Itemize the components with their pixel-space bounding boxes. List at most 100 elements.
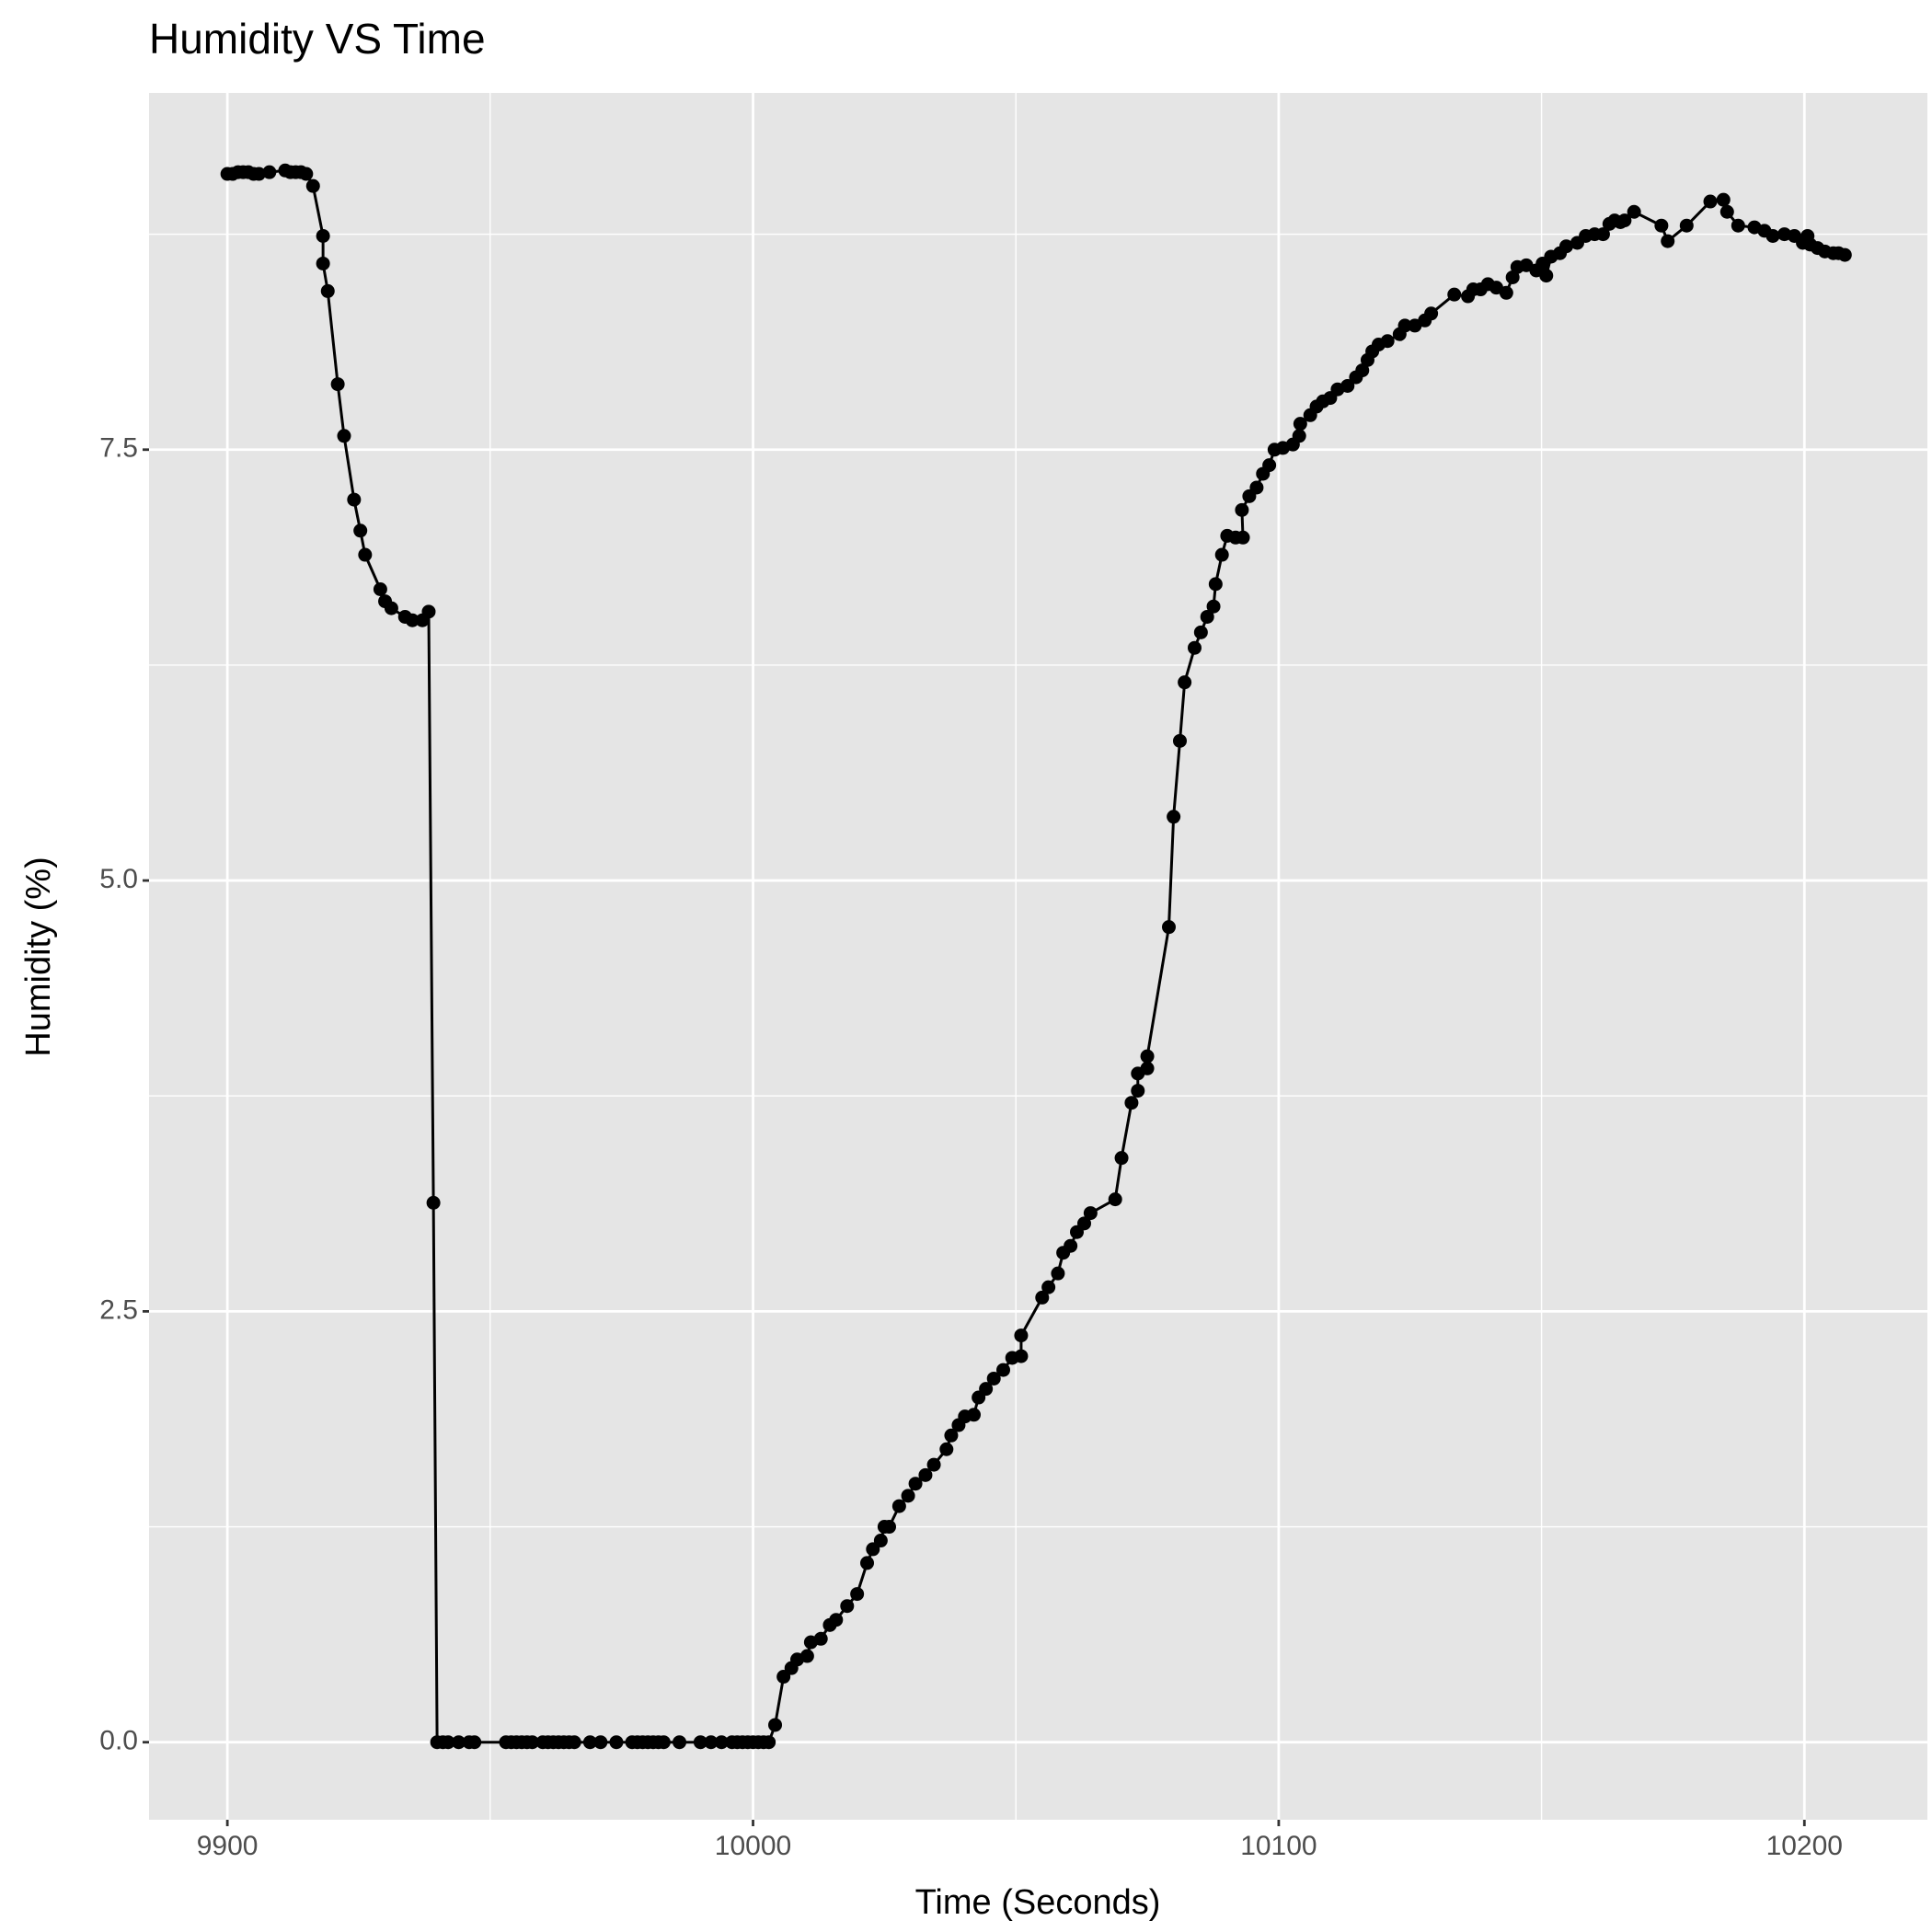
data-point <box>1731 218 1745 233</box>
data-point <box>1200 609 1214 624</box>
x-axis-title: Time (Seconds) <box>915 1883 1161 1922</box>
data-point <box>813 1631 828 1646</box>
y-tick-label: 2.5 <box>99 1294 138 1325</box>
data-point <box>704 1735 719 1750</box>
data-point <box>1340 378 1355 393</box>
data-point <box>1108 1192 1122 1207</box>
data-point <box>305 178 320 193</box>
data-point <box>901 1489 915 1503</box>
data-point <box>967 1408 982 1422</box>
data-point <box>873 1534 888 1548</box>
chart-title: Humidity VS Time <box>149 15 486 63</box>
data-point <box>316 228 330 243</box>
data-point <box>979 1382 994 1397</box>
data-point <box>1292 429 1306 443</box>
data-point <box>337 429 351 443</box>
data-point <box>251 167 266 181</box>
data-point <box>353 523 368 538</box>
data-point <box>1249 480 1264 495</box>
data-point <box>421 604 436 619</box>
data-point <box>1499 285 1513 300</box>
data-point <box>1206 599 1221 614</box>
x-tick-label: 10200 <box>1766 1831 1843 1861</box>
data-point <box>891 1499 906 1513</box>
data-point <box>840 1599 855 1614</box>
data-point <box>1236 530 1250 545</box>
data-point <box>829 1613 844 1627</box>
y-tick-label: 7.5 <box>99 433 138 464</box>
data-point <box>452 1735 466 1750</box>
data-point <box>1765 228 1780 243</box>
data-point <box>1051 1266 1065 1281</box>
data-point <box>1397 318 1412 333</box>
data-point <box>850 1587 865 1602</box>
data-point <box>908 1477 923 1491</box>
data-point <box>860 1556 875 1570</box>
data-point <box>1293 417 1307 431</box>
data-point <box>567 1735 581 1750</box>
data-point <box>656 1735 671 1750</box>
data-point <box>1083 1206 1098 1221</box>
data-point <box>384 601 398 615</box>
data-point <box>1235 502 1249 517</box>
data-point <box>1140 1049 1155 1064</box>
data-point <box>1131 1084 1145 1098</box>
data-point <box>673 1735 687 1750</box>
data-point <box>593 1735 608 1750</box>
y-axis-title: Humidity (%) <box>19 857 58 1056</box>
data-point <box>1076 1216 1091 1231</box>
data-point <box>1172 733 1187 748</box>
data-point <box>768 1718 783 1732</box>
data-point <box>986 1371 1001 1386</box>
data-point <box>299 167 314 181</box>
data-point <box>467 1735 482 1750</box>
data-point <box>358 547 373 562</box>
data-point <box>1014 1349 1029 1363</box>
data-point <box>762 1735 776 1750</box>
data-point <box>1661 234 1675 248</box>
data-point <box>1161 920 1176 935</box>
x-tick-label: 10000 <box>715 1831 791 1861</box>
data-point <box>347 492 362 507</box>
data-point <box>330 377 345 392</box>
data-point <box>1035 1290 1050 1305</box>
data-point <box>1380 334 1395 349</box>
data-point <box>944 1428 959 1443</box>
data-point <box>1617 213 1632 228</box>
data-point <box>1041 1280 1056 1294</box>
data-point <box>373 581 387 596</box>
y-tick-label: 0.0 <box>99 1726 138 1756</box>
data-point <box>1595 227 1610 242</box>
plot-panel <box>149 93 1927 1820</box>
x-tick-label: 10100 <box>1240 1831 1317 1861</box>
y-tick-label: 5.0 <box>99 864 138 894</box>
data-point <box>1355 363 1370 378</box>
data-point <box>939 1442 954 1456</box>
data-point <box>693 1735 707 1750</box>
data-point <box>882 1520 897 1535</box>
data-point <box>1505 270 1520 284</box>
data-point <box>1262 458 1277 473</box>
data-point <box>441 1735 455 1750</box>
data-point <box>1654 218 1669 233</box>
data-point <box>1719 204 1734 219</box>
data-point <box>1014 1328 1029 1343</box>
data-point <box>405 613 420 627</box>
data-point <box>714 1735 729 1750</box>
data-point <box>1124 1096 1139 1110</box>
data-point <box>1187 640 1202 655</box>
data-point <box>1837 247 1852 262</box>
data-point <box>1703 194 1718 209</box>
data-point <box>1447 287 1462 302</box>
data-point <box>1193 625 1208 639</box>
data-point <box>926 1457 941 1472</box>
data-point <box>1424 306 1439 321</box>
data-point <box>996 1363 1011 1377</box>
data-point <box>1679 218 1694 233</box>
data-point <box>609 1735 624 1750</box>
data-point <box>582 1735 597 1750</box>
data-point <box>262 165 277 179</box>
data-point <box>1140 1061 1155 1075</box>
x-tick-label: 9900 <box>197 1831 259 1861</box>
